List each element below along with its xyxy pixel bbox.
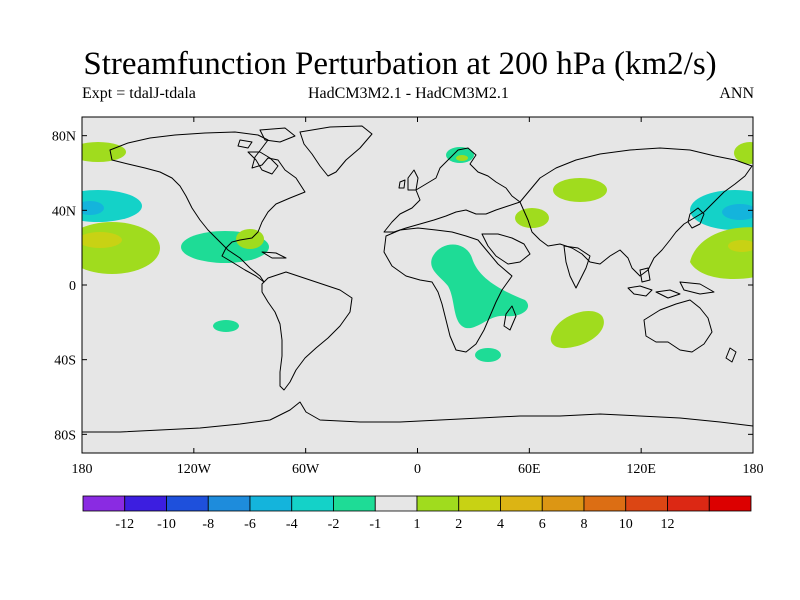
colorbar-swatch (583, 495, 627, 512)
coastline-antarctica (82, 401, 753, 433)
colorbar-label: 12 (661, 517, 675, 532)
coastline-caribbean (261, 251, 287, 259)
colorbar-swatch (291, 495, 334, 512)
lon-tick-label: 60E (518, 462, 541, 477)
anomaly-blob (236, 229, 264, 249)
colorbar-swatch (124, 495, 167, 512)
colorbar-label: -10 (157, 517, 176, 532)
colorbar-swatch (166, 495, 209, 512)
anomaly-blob (456, 155, 468, 161)
anomaly-layer (82, 142, 753, 362)
coastline-british-isles (398, 169, 419, 191)
colorbar-label: -12 (115, 517, 134, 532)
coastline-madagascar (503, 305, 517, 331)
lat-tick-label: 80S (54, 428, 76, 443)
anomaly-blob (82, 142, 126, 162)
lat-tick-label: 40N (52, 204, 76, 219)
anomaly-blob (722, 204, 753, 220)
colorbar-label: -6 (244, 517, 256, 532)
map-axes: 80N 40N 0 40S 80S 180 120W 60W 0 60E 120E 180 (52, 117, 764, 477)
colorbar-swatch (541, 495, 585, 512)
anomaly-blob (690, 227, 753, 280)
anomaly-blob (431, 244, 529, 329)
anomaly-blob (82, 222, 160, 274)
colorbar-label: 6 (539, 517, 546, 532)
colorbar-swatch (667, 495, 710, 512)
anomaly-blob (550, 310, 604, 349)
anomaly-blob (475, 348, 501, 362)
lon-tick-label: 180 (743, 462, 764, 477)
colorbar-label: 8 (581, 517, 588, 532)
anomaly-blob (690, 190, 753, 230)
lon-tick-label: 0 (414, 462, 421, 477)
coastline-europe (383, 147, 521, 233)
anomaly-blob (213, 320, 239, 332)
coastline-australia (643, 299, 713, 353)
coastline-japan (687, 207, 705, 229)
map-background (82, 117, 753, 453)
colorbar-swatch (249, 495, 293, 512)
colorbar-label: 4 (497, 517, 504, 532)
season-label: ANN (719, 85, 754, 102)
lat-tick-label: 0 (69, 279, 76, 294)
anomaly-blob (82, 201, 104, 215)
colorbar-swatch (333, 495, 376, 512)
anomaly-blob (734, 142, 753, 164)
colorbar-label: -2 (328, 517, 340, 532)
anomaly-blob (553, 178, 607, 202)
anomaly-blob (82, 232, 122, 248)
anomaly-blob (515, 208, 549, 228)
lon-tick-label: 60W (292, 462, 320, 477)
coastline-new-zealand (725, 347, 737, 363)
coastline-indonesia (627, 267, 715, 299)
colorbar-label: 2 (455, 517, 462, 532)
coastline-south-america (261, 271, 353, 391)
colorbar-swatch (82, 495, 126, 512)
colorbar-label: -8 (202, 517, 214, 532)
coastlines (82, 125, 753, 433)
lat-tick-label: 40S (54, 354, 76, 369)
colorbar-swatch (458, 495, 501, 512)
anomaly-blob (728, 240, 753, 252)
colorbar-label: -1 (369, 517, 381, 532)
coastline-arabia (481, 233, 531, 265)
colorbar-swatch (500, 495, 543, 512)
coastline-africa (383, 227, 513, 353)
coastline-north-america (109, 131, 306, 283)
colorbar: -12 -10 -8 -6 -4 -2 -1 1 2 4 6 8 10 12 (82, 495, 752, 532)
lon-tick-label: 120E (626, 462, 656, 477)
experiment-label: Expt = tdalJ-tdala (82, 85, 196, 102)
colorbar-swatch (374, 495, 418, 512)
lon-tick-label: 180 (72, 462, 93, 477)
colorbar-swatch (207, 495, 251, 512)
colorbar-swatch (416, 495, 460, 512)
coastline-greenland (299, 125, 373, 177)
model-label: HadCM3M2.1 - HadCM3M2.1 (308, 85, 509, 102)
colorbar-swatch (708, 495, 752, 512)
colorbar-swatch (625, 495, 668, 512)
coastline-india (563, 245, 591, 289)
colorbar-label: 10 (619, 517, 633, 532)
colorbar-label: 1 (414, 517, 421, 532)
lat-tick-label: 80N (52, 130, 76, 145)
coastline-asia (519, 147, 753, 277)
lon-tick-label: 120W (177, 462, 212, 477)
coastline-arctic-islands (237, 127, 296, 149)
chart-title: Streamfunction Perturbation at 200 hPa (… (83, 46, 717, 82)
coastline-hudson-bay (247, 151, 279, 175)
colorbar-label: -4 (286, 517, 298, 532)
